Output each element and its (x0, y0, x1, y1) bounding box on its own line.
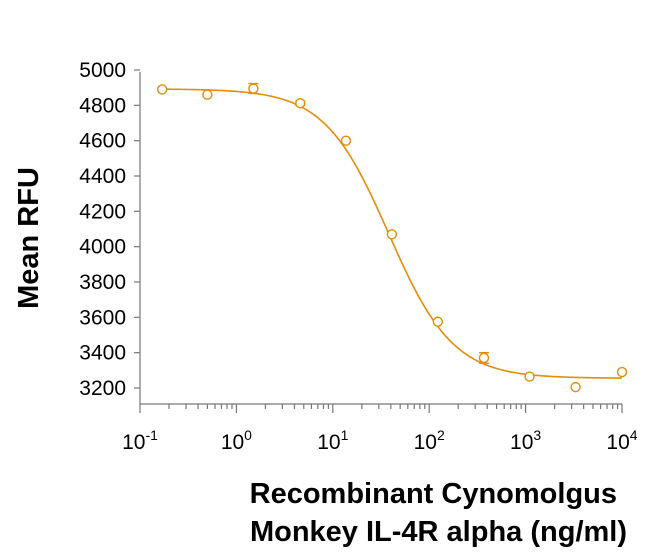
y-axis: 3200 3400 3600 3800 4000 4200 4400 4600 4800 5000 (79, 59, 141, 404)
data-point (570, 381, 581, 393)
x-tick-label: 104 (606, 427, 637, 454)
data-point (202, 89, 213, 100)
y-tick-label: 4000 (79, 236, 126, 259)
data-point (616, 366, 628, 378)
x-axis: 10-1 100 101 102 103 104 (122, 403, 638, 454)
x-axis-title-line-1: Recombinant Cynomolgus (250, 478, 617, 510)
data-point (157, 84, 168, 95)
x-tick-label: 10-1 (122, 427, 158, 454)
x-axis-title-line-2: Monkey IL-4R alpha (ng/ml) (250, 516, 627, 548)
x-tick-label: 100 (221, 427, 252, 454)
fit-curve (162, 88, 623, 379)
x-tick-label: 102 (414, 427, 445, 454)
y-tick-label: 4400 (79, 165, 126, 188)
y-axis-title: Mean RFU (13, 167, 45, 309)
data-point (295, 98, 306, 109)
data-series (157, 82, 628, 393)
data-point (386, 229, 398, 240)
y-tick-label: 4800 (79, 94, 126, 117)
y-tick-label: 3400 (79, 342, 126, 365)
data-point (478, 352, 490, 364)
data-point (524, 371, 535, 382)
y-tick-label: 4600 (79, 130, 126, 153)
data-point (340, 135, 352, 146)
x-tick-label: 101 (317, 427, 348, 454)
x-tick-label: 103 (510, 427, 541, 454)
data-point (248, 83, 259, 94)
y-tick-label: 3600 (79, 306, 126, 329)
y-tick-label: 3200 (79, 377, 126, 400)
y-tick-label: 3800 (79, 271, 126, 294)
y-tick-label: 4200 (79, 200, 126, 223)
y-tick-label: 5000 (79, 59, 126, 82)
data-point (432, 316, 444, 327)
